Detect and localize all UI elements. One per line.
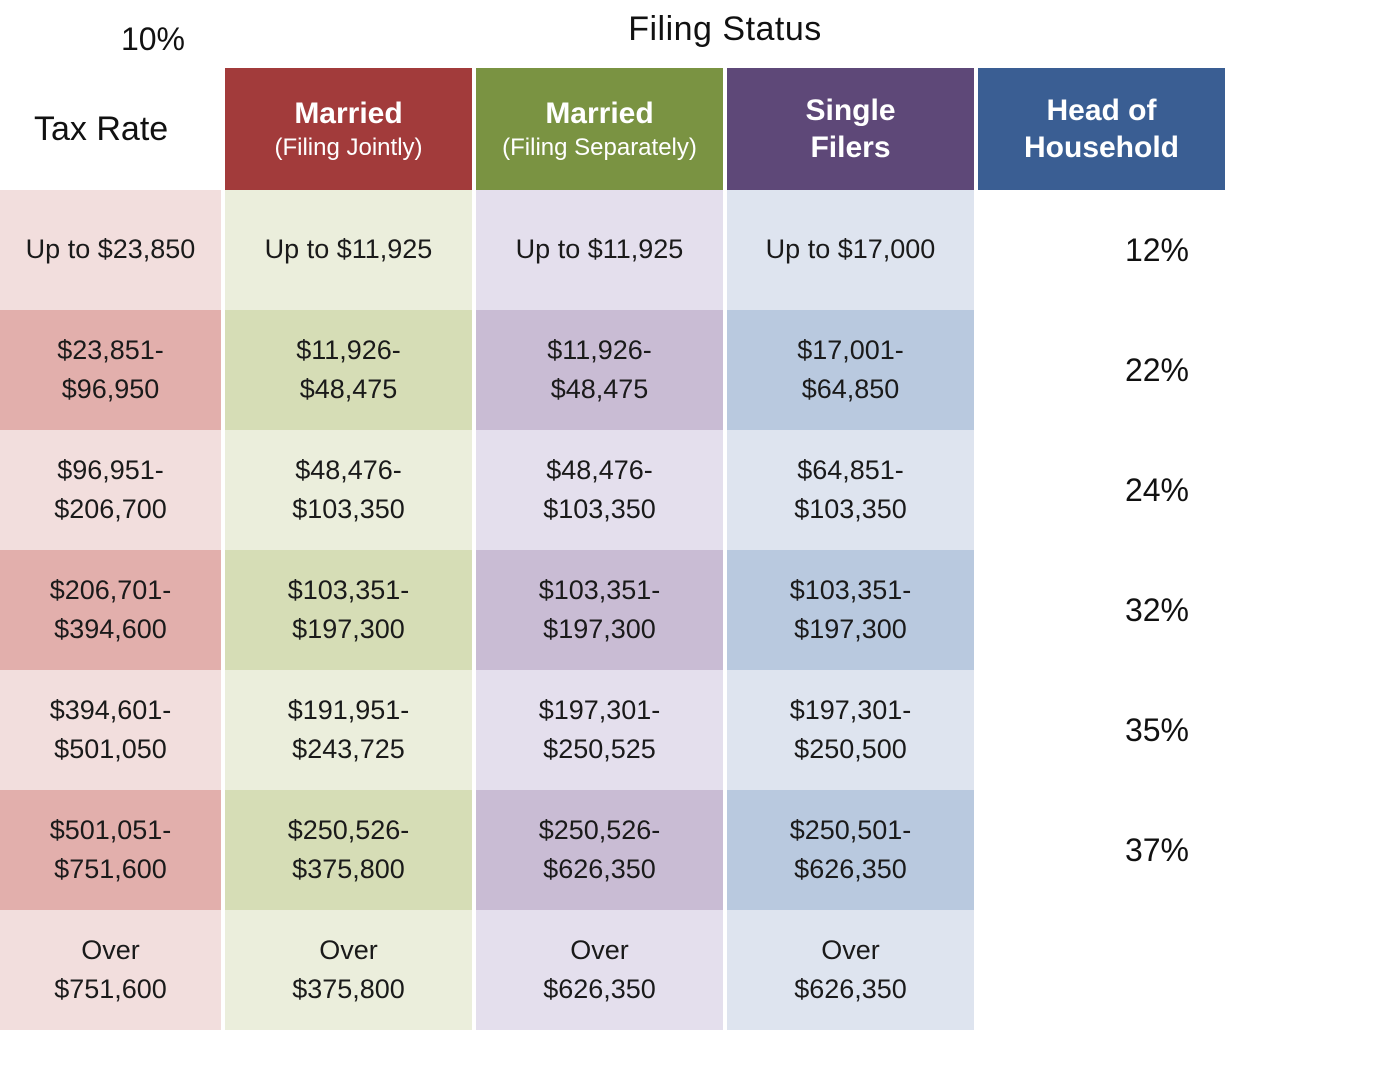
table-cell: $394,601- $501,050 [0,670,221,790]
table-cell: Up to $11,925 [225,190,472,310]
column-header-married-filing-separately: Married (Filing Separately) [476,68,723,190]
table-cell: $197,301- $250,525 [476,670,723,790]
table-cell: $250,526- $375,800 [225,790,472,910]
table-cell: $250,526- $626,350 [476,790,723,910]
table-cell: $17,001- $64,850 [727,310,974,430]
table-cell: $191,951- $243,725 [225,670,472,790]
table-cell: $96,951- $206,700 [0,430,221,550]
column-header-single-filers: Single Filers [727,68,974,190]
column-header-sublabel: (Filing Separately) [502,133,697,161]
row-axis-label: Tax Rate [34,109,169,148]
table-cell: Up to $17,000 [727,190,974,310]
tax-rate-label: 12% [978,190,1225,310]
table-cell: Up to $11,925 [476,190,723,310]
table-cell: $103,351- $197,300 [476,550,723,670]
tax-bracket-table: Filing Status Tax Rate Married (Filing J… [0,10,1225,1030]
table-cell: $48,476- $103,350 [225,430,472,550]
table-cell: $250,501- $626,350 [727,790,974,910]
table-cell: Over $626,350 [476,910,723,1030]
table-cell: $103,351- $197,300 [727,550,974,670]
table-cell: $11,926- $48,475 [225,310,472,430]
table-cell: Over $751,600 [0,910,221,1030]
table-cell: Over $375,800 [225,910,472,1030]
table-cell: $206,701- $394,600 [0,550,221,670]
table-cell: $103,351- $197,300 [225,550,472,670]
tax-rate-label: 24% [978,430,1225,550]
column-header-label: Single Filers [805,93,896,165]
column-header-married-filing-jointly: Married (Filing Jointly) [225,68,472,190]
column-header-label: Head of Household [1024,93,1179,165]
table-cell: $48,476- $103,350 [476,430,723,550]
table-title: Filing Status [628,10,822,48]
tax-brackets-infographic: Filing Status Tax Rate Married (Filing J… [0,10,1225,1030]
tax-rate-label: 10% [0,10,221,68]
table-cell: $64,851- $103,350 [727,430,974,550]
tax-rate-label: 32% [978,550,1225,670]
column-header-head-of-household: Head of Household [978,68,1225,190]
column-header-label: Married [294,97,403,131]
tax-rate-label: 35% [978,670,1225,790]
table-cell: Up to $23,850 [0,190,221,310]
tax-rate-label: 37% [978,790,1225,910]
column-header-sublabel: (Filing Jointly) [274,133,423,161]
table-cell: $11,926- $48,475 [476,310,723,430]
table-cell: $197,301- $250,500 [727,670,974,790]
table-cell: Over $626,350 [727,910,974,1030]
tax-rate-label: 22% [978,310,1225,430]
column-header-label: Married [545,97,654,131]
table-cell: $501,051- $751,600 [0,790,221,910]
table-cell: $23,851- $96,950 [0,310,221,430]
